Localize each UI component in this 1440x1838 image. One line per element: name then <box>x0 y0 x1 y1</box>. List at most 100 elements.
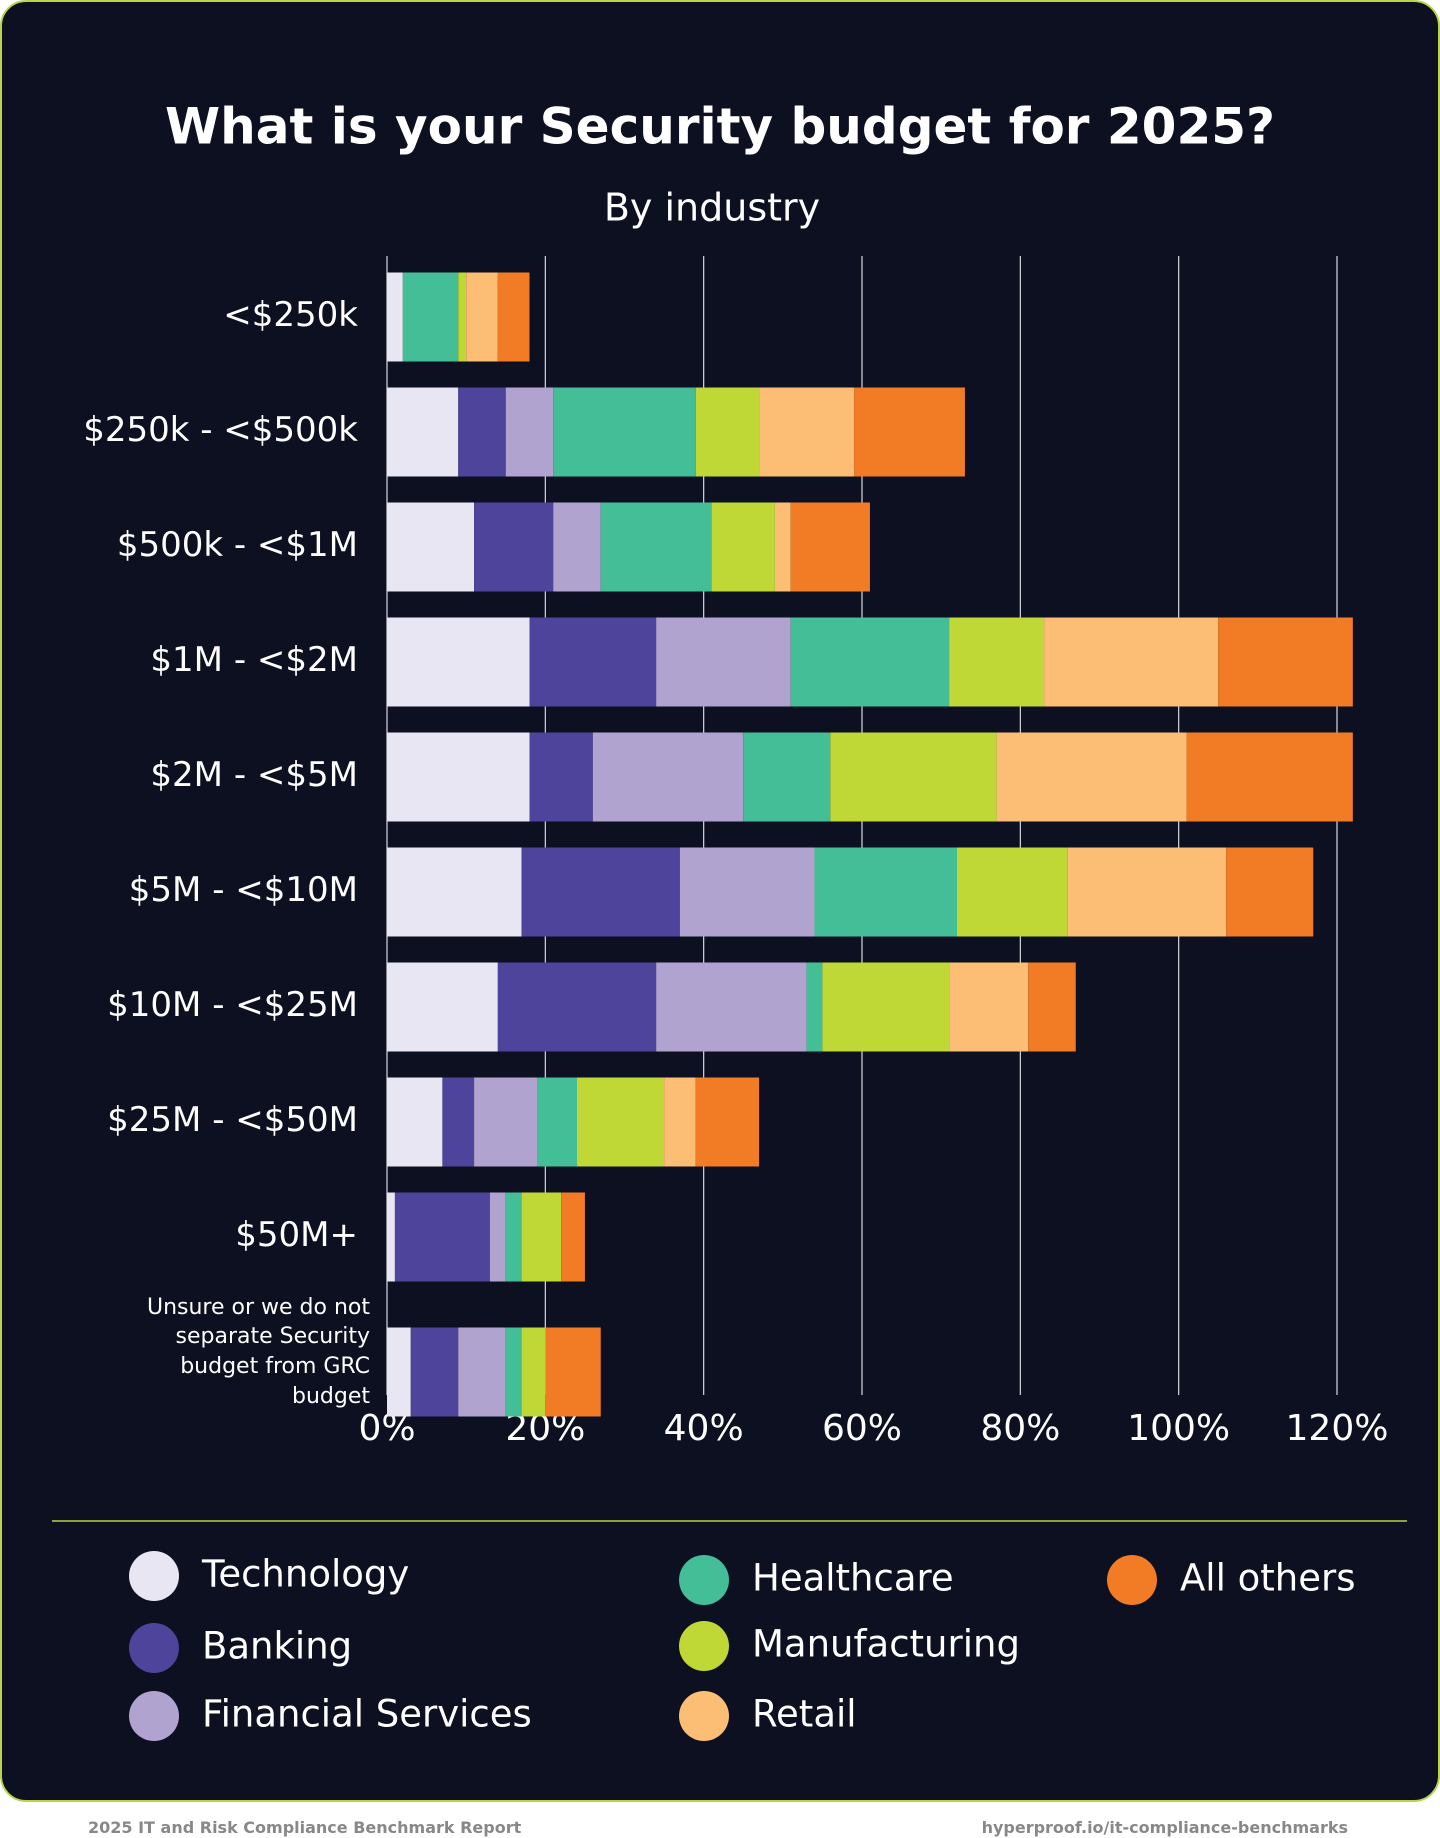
bar-segment <box>695 387 760 477</box>
bar-segment <box>458 272 467 362</box>
legend-label: All others <box>1180 1557 1355 1600</box>
y-tick-label: <$250k <box>223 294 358 335</box>
bar-segment <box>387 847 522 937</box>
bar-segment <box>387 272 403 362</box>
bar-segment <box>1186 732 1353 822</box>
bar-segment <box>553 387 696 477</box>
bar-segment <box>743 732 831 822</box>
legend-label: Manufacturing <box>752 1623 1020 1666</box>
x-tick-label: 60% <box>822 1408 902 1449</box>
y-tick-label: $10M - <$25M <box>107 984 358 1025</box>
bar-segment <box>442 1077 475 1167</box>
bar-segment <box>394 1192 490 1282</box>
bar-segment <box>600 502 712 592</box>
bar-segment <box>505 1192 522 1282</box>
bar-segment <box>1044 617 1219 707</box>
bar-segment <box>656 617 791 707</box>
bar-segment <box>664 1077 696 1167</box>
bar-segment <box>387 387 459 477</box>
y-tick-label: $250k - <$500k <box>83 409 358 450</box>
chart-title: What is your Security budget for 2025? <box>165 98 1275 156</box>
legend-label: Healthcare <box>752 1557 954 1600</box>
y-tick-label: Unsure or we do not separate Security bu… <box>146 1294 370 1409</box>
bar-segment <box>387 1327 411 1417</box>
bar-segment <box>529 617 657 707</box>
bar-segment <box>854 387 965 477</box>
bar-segment <box>592 732 744 822</box>
legend-label: Financial Services <box>202 1693 532 1736</box>
bar-segment <box>529 732 593 822</box>
bar-segment <box>410 1327 459 1417</box>
bar-segment <box>497 962 657 1052</box>
y-tick-label: $50M+ <box>235 1214 358 1255</box>
bar-segment <box>577 1077 665 1167</box>
legend-swatch <box>679 1691 729 1741</box>
bar-segment <box>561 1192 585 1282</box>
bar-segment <box>497 272 530 362</box>
bar-segment <box>521 1192 562 1282</box>
bar-segment <box>656 962 807 1052</box>
bar-segment <box>537 1077 577 1167</box>
bar-segment <box>387 1077 443 1167</box>
bar-segment <box>949 617 1045 707</box>
bar-segment <box>996 732 1187 822</box>
bar-segment <box>679 847 815 937</box>
legend-swatch <box>679 1555 729 1605</box>
bar-segment <box>822 962 950 1052</box>
x-tick-label: 100% <box>1127 1408 1230 1449</box>
bar-segment <box>521 1327 546 1417</box>
bar-segment <box>458 387 506 477</box>
y-tick-label: $25M - <$50M <box>107 1099 358 1140</box>
y-tick-label: $1M - <$2M <box>150 639 358 680</box>
bar-segment <box>814 847 957 937</box>
chart-subtitle: By industry <box>604 186 820 230</box>
legend-swatch <box>679 1621 729 1671</box>
bar-segment <box>774 502 791 592</box>
bar-segment <box>489 1192 506 1282</box>
bar-segment <box>466 272 498 362</box>
bar-segment <box>474 1077 538 1167</box>
bar-segment <box>806 962 823 1052</box>
bar-segment <box>759 387 855 477</box>
bar-segment <box>695 1077 760 1167</box>
bar-segment <box>553 502 601 592</box>
bar-segment <box>790 502 870 592</box>
bar-segment <box>505 387 554 477</box>
y-tick-label: $5M - <$10M <box>128 869 358 910</box>
legend-label: Retail <box>752 1693 857 1736</box>
legend-label: Technology <box>201 1553 409 1596</box>
bar-segment <box>387 502 475 592</box>
bar-segment <box>1226 847 1314 937</box>
bar-segment <box>505 1327 522 1417</box>
footer-right: hyperproof.io/it-compliance-benchmarks <box>981 1818 1348 1837</box>
bar-segment <box>387 617 530 707</box>
y-tick-label: $2M - <$5M <box>150 754 358 795</box>
bar-segment <box>474 502 554 592</box>
x-tick-label: 80% <box>980 1408 1060 1449</box>
bar-segment <box>957 847 1068 937</box>
bar-segment <box>1067 847 1227 937</box>
legend-label: Banking <box>202 1625 352 1668</box>
bar-segment <box>790 617 950 707</box>
legend-swatch <box>129 1691 179 1741</box>
y-tick-label: $500k - <$1M <box>116 524 358 565</box>
bar-segment <box>711 502 775 592</box>
bar-segment <box>949 962 1029 1052</box>
footer-left: 2025 IT and Risk Compliance Benchmark Re… <box>88 1818 522 1837</box>
bar-segment <box>458 1327 506 1417</box>
x-tick-label: 40% <box>664 1408 744 1449</box>
legend-swatch <box>129 1623 179 1673</box>
bar-segment <box>387 1192 395 1282</box>
legend-swatch <box>1107 1555 1157 1605</box>
bar-segment <box>387 732 530 822</box>
bar-segment <box>1218 617 1353 707</box>
bar-segment <box>830 732 997 822</box>
x-tick-label: 120% <box>1286 1408 1389 1449</box>
bar-segment <box>1028 962 1076 1052</box>
bar-segment <box>521 847 680 937</box>
bar-segment <box>387 962 498 1052</box>
legend-swatch <box>129 1551 179 1601</box>
bar-segment <box>402 272 459 362</box>
